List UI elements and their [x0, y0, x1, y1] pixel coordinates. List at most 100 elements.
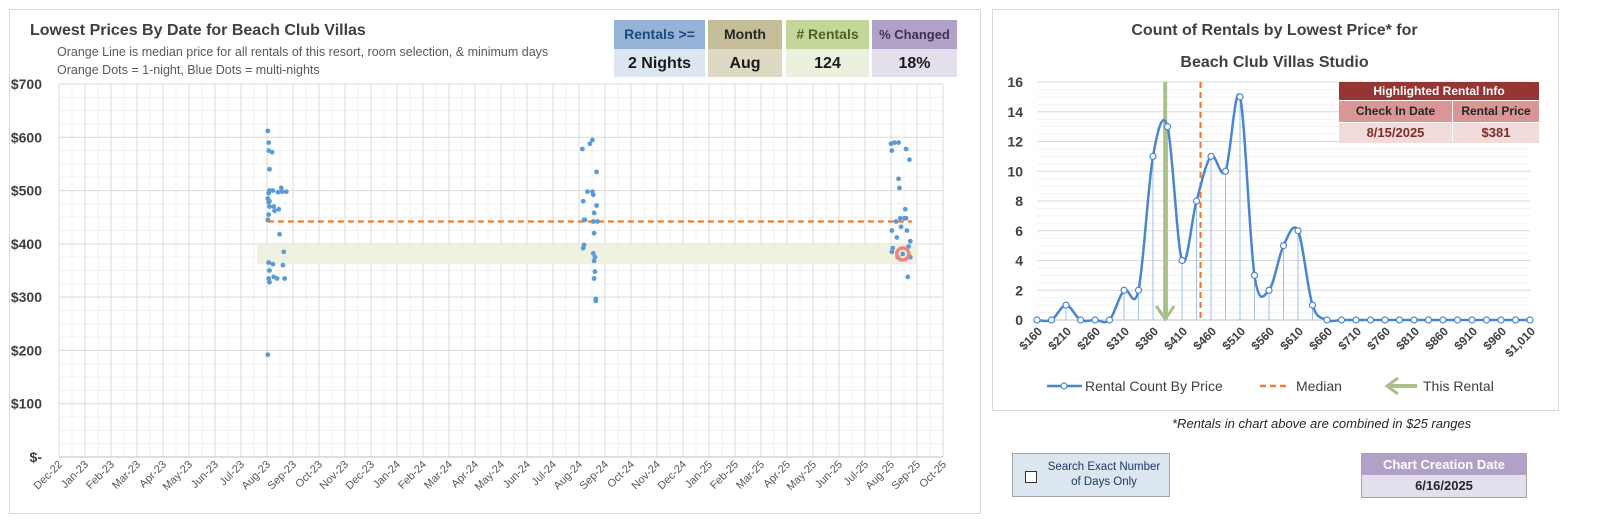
x-tick-label: $360 [1132, 324, 1161, 353]
x-tick-label: Jun-23 [189, 459, 221, 491]
data-point [580, 198, 586, 204]
highlighted-rental-table: Highlighted Rental Info Check In Date Re… [1339, 82, 1539, 143]
data-point [592, 254, 598, 260]
y-tick-label: $600 [11, 129, 42, 145]
data-point [272, 208, 277, 214]
histogram-chart-panel [992, 9, 1559, 411]
data-point [271, 204, 277, 209]
x-tick-label: $660 [1306, 324, 1335, 353]
data-point [266, 260, 272, 265]
data-point [896, 140, 901, 146]
kpi-label: Month [708, 20, 782, 49]
data-point [903, 215, 909, 221]
y-tick-label: $500 [11, 183, 42, 199]
y-tick-label: $400 [11, 236, 42, 252]
data-point [266, 212, 272, 217]
data-point [267, 204, 272, 209]
data-point [1337, 316, 1346, 324]
legend-marker [1060, 382, 1068, 390]
data-point [277, 231, 282, 237]
search-exact-label-line-1: Search Exact Number [1047, 461, 1161, 473]
data-point [270, 188, 276, 193]
data-point [896, 185, 902, 191]
highlight-col-price: Rental Price [1453, 101, 1539, 122]
scatter-subtitle-1: Orange Line is median price for all rent… [57, 45, 549, 59]
legend-label: This Rental [1423, 378, 1494, 394]
data-point [592, 269, 598, 274]
x-tick-label: $760 [1364, 324, 1393, 353]
data-point [1323, 316, 1331, 324]
x-tick-label: Sep-23 [266, 459, 300, 493]
legend-label: Rental Count By Price [1085, 378, 1223, 394]
data-point [274, 276, 280, 281]
data-point [283, 189, 289, 195]
highlight-check-in-value: 8/15/2025 [1339, 123, 1452, 143]
data-point [1424, 316, 1433, 324]
data-point [590, 219, 596, 224]
y-tick-label: 16 [1007, 74, 1023, 90]
data-point [266, 140, 272, 146]
scatter-chart-title: Lowest Prices By Date for Beach Club Vil… [30, 22, 366, 39]
data-point [1236, 93, 1244, 101]
data-point [1149, 152, 1157, 160]
checkbox-box[interactable] [1025, 471, 1037, 483]
y-tick-label: 0 [1015, 312, 1023, 328]
data-point [902, 206, 908, 212]
x-tick-label: $860 [1422, 324, 1451, 353]
data-point [591, 230, 597, 236]
data-point [279, 189, 285, 195]
data-point [269, 149, 275, 155]
data-point [891, 140, 897, 146]
highlighted-rental-marker [894, 246, 911, 262]
x-tick-label: $210 [1045, 324, 1074, 353]
x-tick-label: $910 [1451, 324, 1480, 353]
creation-date-label: Chart Creation Date [1362, 454, 1526, 475]
price-range-band [256, 243, 917, 265]
histogram-chart: 0 2 4 6 8 10 12 14 16 $160 $210 $260 $310 $360 $410 $46… [1007, 74, 1538, 396]
data-point [889, 148, 895, 154]
data-point [1497, 316, 1505, 324]
data-point [1410, 316, 1418, 324]
kpi-value: 2 Nights [614, 49, 705, 77]
y-tick-label: $200 [11, 342, 42, 358]
kpi-value: 124 [786, 49, 869, 77]
scatter-subtitle-2: Orange Dots = 1-night, Blue Dots = multi… [57, 63, 320, 77]
data-point [266, 199, 272, 205]
data-point [1221, 167, 1230, 175]
data-point [900, 251, 906, 257]
data-point [281, 249, 287, 255]
data-point [270, 261, 276, 267]
x-tick-label: Dec-24 [656, 459, 690, 493]
x-tick-label: May-24 [473, 459, 507, 493]
data-point [898, 224, 904, 230]
data-point [1439, 316, 1447, 324]
histogram-title-line-1: Count of Rentals by Lowest Price* for [1131, 22, 1418, 39]
data-point [907, 157, 912, 163]
data-point [1265, 286, 1273, 294]
data-point [582, 217, 588, 223]
search-exact-days-checkbox[interactable]: Search Exact Number of Days Only [1012, 453, 1170, 497]
data-point [896, 176, 901, 182]
x-tick-label: Dec-23 [344, 459, 378, 493]
data-point [1352, 316, 1360, 324]
y-tick-label: 10 [1007, 163, 1023, 179]
x-tick-label: May-23 [161, 459, 195, 493]
data-point [594, 169, 600, 175]
x-tick-label: $1,010 [1502, 324, 1538, 360]
kpi-month: Month Aug [708, 20, 782, 77]
highlight-col-check-in: Check In Date [1339, 101, 1452, 122]
kpi-label: # Rentals [786, 20, 869, 49]
data-point [1279, 242, 1288, 250]
data-point [1381, 316, 1389, 324]
data-point [593, 298, 599, 304]
y-tick-label: $700 [11, 76, 42, 92]
data-point [265, 217, 271, 223]
data-point [267, 279, 272, 285]
x-tick-label: Sep-25 [890, 459, 924, 493]
data-point [1062, 301, 1070, 309]
data-point [894, 235, 900, 240]
data-point [1308, 301, 1317, 309]
y-tick-label: 14 [1007, 104, 1023, 120]
y-tick-label: $100 [11, 396, 42, 412]
x-tick-label: May-25 [785, 459, 819, 493]
